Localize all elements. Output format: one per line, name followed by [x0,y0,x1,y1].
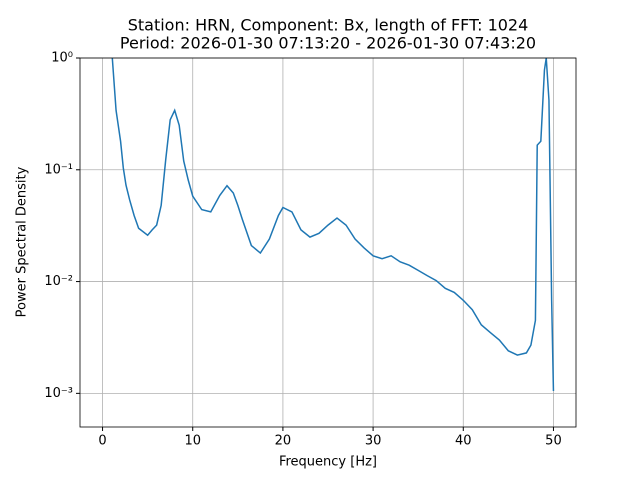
x-tick-label: 0 [98,434,106,449]
x-axis-label: Frequency [Hz] [279,455,377,470]
x-tick-label: 50 [545,434,562,449]
y-tick-label: 10⁰ [51,51,73,66]
x-tick-label: 30 [365,434,382,449]
x-tick-label: 40 [455,434,472,449]
data-line [111,58,555,391]
y-axis-label: Power Spectral Density [15,166,30,317]
y-tick-label: 10⁻² [44,274,73,289]
chart-subtitle: Period: 2026-01-30 07:13:20 - 2026-01-30… [120,34,536,53]
axes-frame [79,57,577,428]
chart-title: Station: HRN, Component: Bx, length of F… [128,16,529,35]
y-tick-label: 10⁻³ [44,386,73,401]
y-tick-label: 10⁻¹ [44,162,73,177]
x-tick-label: 20 [275,434,292,449]
x-tick-label: 10 [184,434,201,449]
